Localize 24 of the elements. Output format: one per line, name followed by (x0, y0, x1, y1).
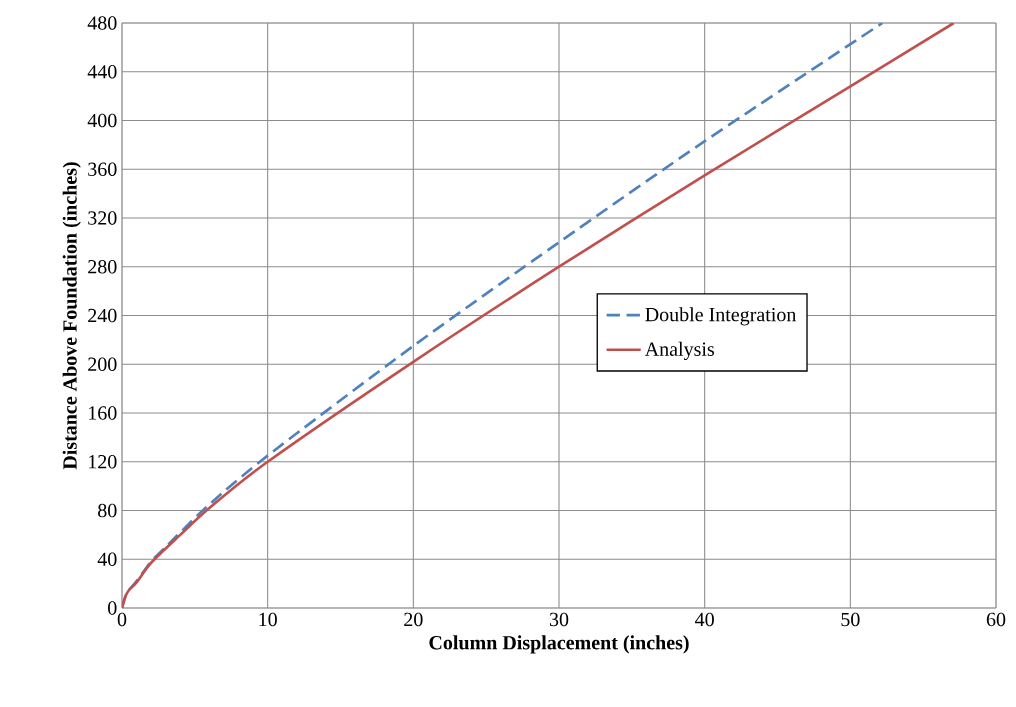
legend-label: Double Integration (645, 307, 797, 326)
y-tick-label: 280 (88, 260, 117, 274)
x-tick-label: 40 (695, 612, 714, 627)
y-tick-label: 0 (108, 601, 117, 615)
x-tick-label: 30 (549, 612, 569, 627)
y-tick-label: 160 (89, 406, 117, 420)
y-tick-label: 40 (97, 552, 117, 566)
y-tick-label: 440 (87, 65, 117, 79)
y-axis-title: Distance Above Foundation (inches) (62, 162, 81, 470)
y-tick-label: 480 (87, 16, 117, 30)
x-tick-label: 50 (841, 612, 860, 627)
y-tick-label: 120 (89, 455, 117, 469)
y-tick-label: 240 (88, 308, 117, 323)
y-tick-label: 400 (87, 113, 117, 128)
y-tick-label: 200 (88, 357, 117, 371)
x-tick-label: 60 (986, 612, 1006, 627)
y-tick-label: 80 (98, 503, 117, 518)
x-tick-label: 10 (259, 612, 277, 627)
legend-label: Analysis (644, 341, 714, 360)
x-tick-label: 20 (404, 612, 423, 627)
y-tick-label: 320 (88, 211, 117, 225)
x-tick-label: 0 (117, 612, 127, 627)
y-tick-label: 360 (88, 162, 117, 176)
x-axis-title: Column Displacement (inches) (429, 635, 689, 654)
